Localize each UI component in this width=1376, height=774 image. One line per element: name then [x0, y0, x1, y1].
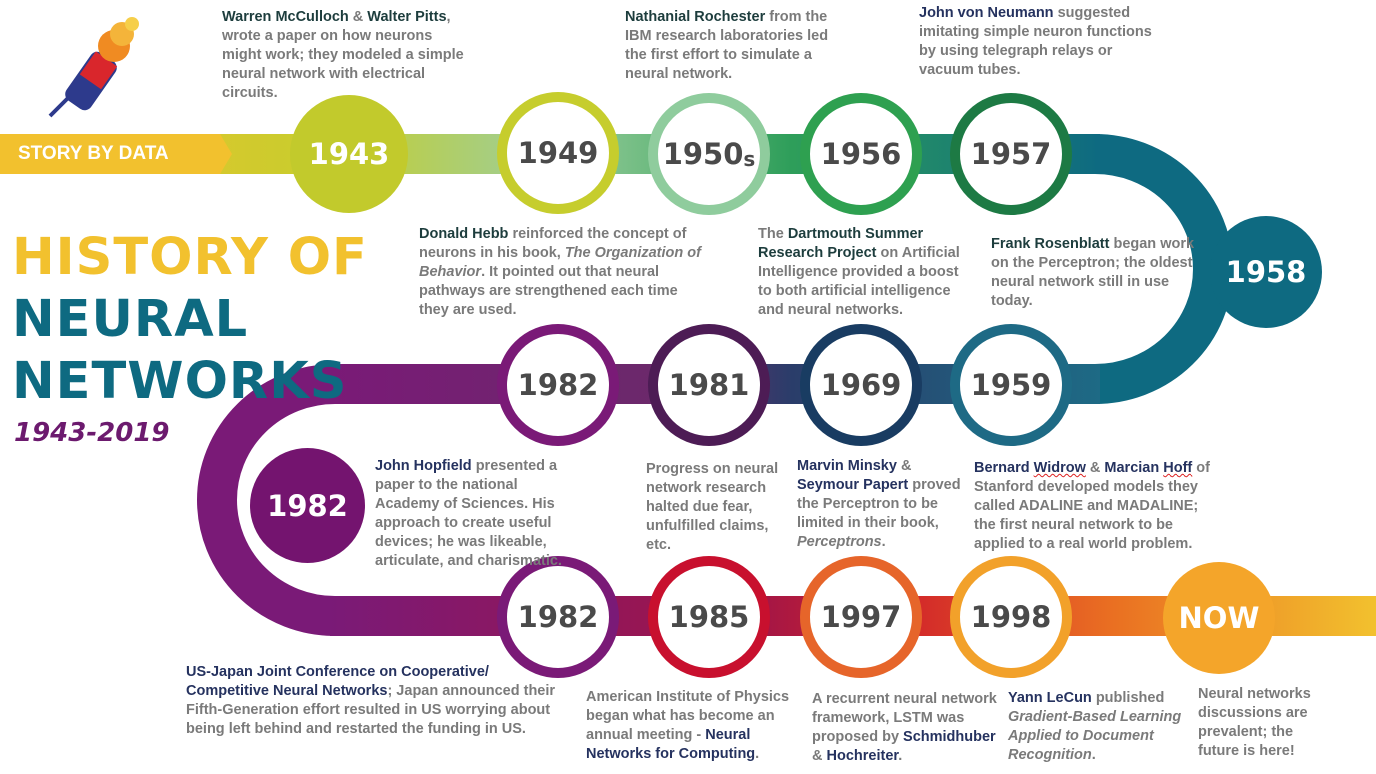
note-1959: Bernard Widrow & Marcian Hoff of Stanfor… [974, 460, 1210, 552]
note-1957: John von Neumann suggested imitating sim… [919, 5, 1152, 78]
note-1982: John Hopfield presented a paper to the n… [375, 458, 562, 569]
title-line-1: HISTORY OF [12, 228, 368, 287]
note-1950s: Nathanial Rochester from the IBM researc… [625, 9, 829, 82]
road-bend-left [197, 364, 336, 636]
note-1958: Frank Rosenblatt began work on the Perce… [991, 236, 1195, 309]
year-1997: 1997 [800, 556, 922, 678]
year-1957: 1957 [950, 93, 1072, 215]
year-1981: 1981 [648, 324, 770, 446]
year-1969: 1969 [800, 324, 922, 446]
year-1943: 1943 [290, 95, 408, 213]
brand-banner [0, 134, 232, 174]
note-1981: Progress on neural network research halt… [646, 461, 779, 553]
note-1956: The Dartmouth Summer Research Project on… [758, 226, 960, 318]
year-1959: 1959 [950, 324, 1072, 446]
year-1998: 1998 [950, 556, 1072, 678]
year-1982-a: 1982 [497, 324, 619, 446]
note-1949: Donald Hebb reinforced the concept of ne… [419, 226, 701, 318]
note-1943: Warren McCulloch & Walter Pitts, wrote a… [222, 9, 464, 101]
year-1956: 1956 [800, 93, 922, 215]
note-1997: A recurrent neural network framework, LS… [812, 691, 997, 764]
note-1982-conference: US-Japan Joint Conference on Cooperative… [186, 664, 556, 737]
year-1950s: 1950 s [648, 93, 770, 215]
note-1998: Yann LeCun published Gradient-Based Lear… [1008, 690, 1182, 763]
title-line-3: NETWORKS [12, 352, 348, 411]
note-1985: American Institute of Physics began what… [586, 689, 790, 762]
brand-label: STORY BY DATA [18, 143, 169, 164]
title-line-2: NEURAL [12, 290, 249, 349]
torch-icon [48, 17, 139, 118]
year-1982-b: 1982 [250, 448, 365, 563]
year-now: NOW [1163, 562, 1275, 674]
date-range: 1943-2019 [14, 418, 170, 448]
year-1958: 1958 [1210, 216, 1322, 328]
year-1982-c: 1982 [497, 556, 619, 678]
year-1985: 1985 [648, 556, 770, 678]
year-1949: 1949 [497, 92, 619, 214]
note-now: Neural networks discussions are prevalen… [1198, 686, 1311, 759]
note-1969: Marvin Minsky & Seymour Papert proved th… [797, 458, 961, 550]
